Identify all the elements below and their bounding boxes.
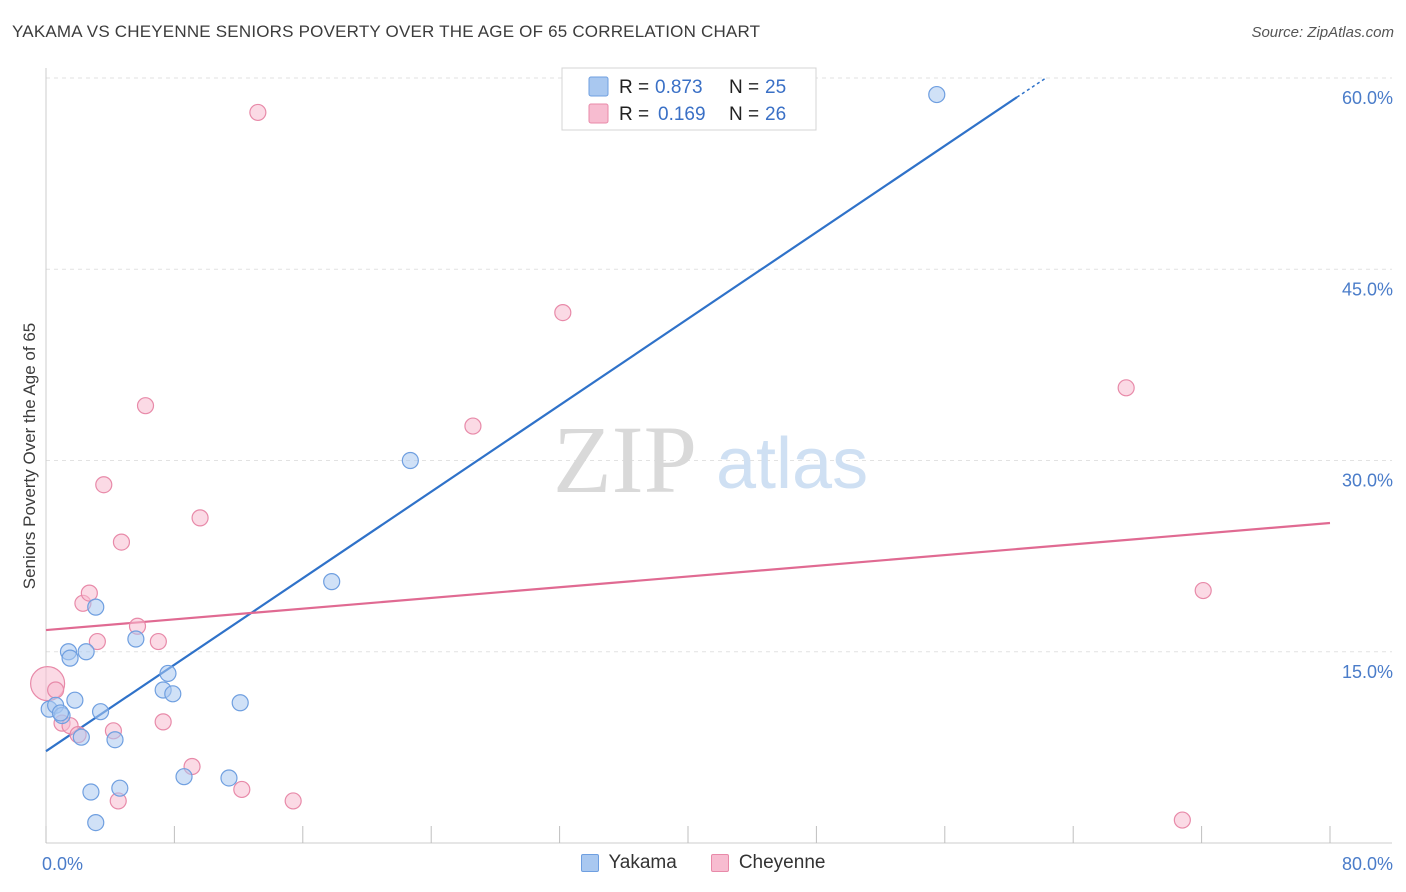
point-yakama-21 — [401, 451, 419, 470]
point-yakama-9 — [87, 598, 105, 616]
trend-line-yakama-extension — [1016, 77, 1047, 98]
point-yakama-12 — [111, 779, 129, 797]
watermark-atlas: atlas — [716, 424, 868, 504]
trend-lines — [45, 77, 1331, 753]
point-yakama-23 — [87, 813, 105, 832]
stats-legend-yakama-n-value: 25 — [765, 77, 786, 98]
legend-item-yakama[interactable]: Yakama — [580, 852, 677, 874]
trend-line-yakama — [45, 96, 1018, 753]
point-cheyenne-14 — [149, 632, 167, 651]
watermark: ZIP atlas — [553, 406, 868, 513]
point-cheyenne-22 — [554, 304, 572, 322]
stats-legend: R = 0.873 N = 25 R = 0.169 N = 26 — [561, 67, 817, 131]
scatter-points — [30, 85, 1212, 832]
point-yakama-24 — [51, 704, 70, 722]
point-cheyenne-11 — [112, 533, 131, 551]
point-yakama-7 — [77, 643, 95, 661]
point-yakama-22 — [928, 85, 946, 104]
y-tick-label-30: 30.0% — [1342, 471, 1393, 491]
legend-label-yakama: Yakama — [608, 852, 677, 873]
watermark-zip: ZIP — [553, 406, 697, 513]
point-yakama-8 — [82, 783, 100, 801]
y-tick-label-45: 45.0% — [1342, 279, 1393, 299]
point-yakama-19 — [231, 694, 249, 712]
point-cheyenne-7 — [88, 632, 106, 651]
x-tick-label-0: 0.0% — [42, 854, 83, 874]
y-tick-labels: 15.0% 30.0% 45.0% 60.0% — [1342, 88, 1393, 682]
legend-item-cheyenne[interactable]: Cheyenne — [710, 852, 826, 874]
trend-line-cheyenne — [45, 521, 1331, 632]
point-yakama-17 — [175, 768, 193, 786]
stats-legend-yakama-r-value: 0.873 — [655, 77, 703, 98]
point-yakama-4 — [61, 649, 79, 667]
y-tick-label-60: 60.0% — [1342, 88, 1393, 108]
stats-legend-cheyenne-n-label: N = — [729, 104, 759, 125]
x-tick-label-80: 80.0% — [1342, 854, 1393, 874]
chart-source: Source: ZipAtlas.com — [1251, 24, 1394, 41]
legend-swatch-yakama — [580, 854, 599, 872]
point-yakama-6 — [72, 728, 90, 746]
point-cheyenne-20 — [284, 792, 302, 810]
stats-legend-yakama-n-label: N = — [729, 77, 759, 98]
point-yakama-15 — [159, 664, 177, 683]
point-cheyenne-15 — [154, 713, 172, 731]
stats-legend-yakama-r-label: R = — [619, 77, 649, 98]
point-cheyenne-8 — [95, 476, 113, 494]
point-cheyenne-17 — [191, 509, 209, 527]
stats-legend-cheyenne-r-value: 0.169 — [658, 104, 706, 125]
point-yakama-13 — [127, 630, 145, 648]
point-cheyenne-6 — [80, 584, 98, 602]
point-yakama-10 — [91, 703, 110, 721]
point-yakama-11 — [106, 731, 124, 749]
stats-legend-yakama-swatch — [588, 76, 609, 97]
point-cheyenne-18 — [233, 780, 251, 799]
point-cheyenne-24 — [1194, 581, 1212, 600]
legend-swatch-cheyenne — [710, 854, 729, 872]
point-cheyenne-25 — [1173, 811, 1191, 829]
stats-legend-cheyenne-r-label: R = — [619, 104, 649, 125]
y-tick-label-15: 15.0% — [1342, 662, 1393, 682]
grid-lines — [46, 77, 1392, 653]
point-yakama-5 — [66, 691, 84, 709]
legend-label-cheyenne: Cheyenne — [738, 852, 826, 873]
x-tick-labels: 0.0% 80.0% — [42, 854, 1393, 874]
point-cheyenne-23 — [1117, 379, 1135, 397]
point-cheyenne-1 — [47, 681, 65, 699]
point-yakama-18 — [220, 769, 238, 787]
chart-title: YAKAMA VS CHEYENNE SENIORS POVERTY OVER … — [12, 22, 761, 41]
series-legend: Yakama Cheyenne — [0, 852, 1406, 874]
stats-legend-cheyenne-swatch — [588, 103, 609, 124]
stats-legend-cheyenne-n-value: 26 — [765, 104, 786, 125]
point-yakama-20 — [323, 573, 341, 591]
point-cheyenne-21 — [464, 417, 482, 435]
point-cheyenne-13 — [136, 397, 155, 415]
point-yakama-16 — [164, 685, 182, 703]
point-cheyenne-19 — [249, 103, 267, 122]
y-axis-title: Seniors Poverty Over the Age of 65 — [20, 323, 39, 589]
